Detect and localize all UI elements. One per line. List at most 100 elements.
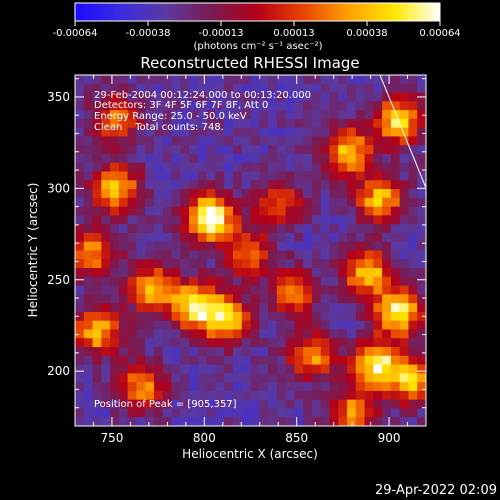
heatmap-cell (417, 303, 426, 313)
heatmap-cell (110, 241, 120, 252)
heatmap-cell (171, 390, 181, 401)
heatmap-cell (83, 241, 94, 252)
heatmap-cell (153, 110, 164, 120)
heatmap-cell (215, 276, 225, 287)
heatmap-cell (355, 329, 366, 339)
heatmap-cell (417, 232, 426, 243)
heatmap-cell (259, 311, 269, 322)
heatmap-cell (329, 232, 339, 243)
heatmap-cell (118, 390, 129, 401)
heatmap-cell (355, 189, 366, 199)
heatmap-cell (83, 303, 94, 313)
heatmap-cell (118, 189, 129, 199)
heatmap-cell (303, 110, 313, 120)
heatmap-cell (110, 364, 120, 374)
heatmap-cell (171, 303, 181, 313)
heatmap-cell (92, 408, 102, 418)
heatmap-cell (224, 250, 234, 260)
heatmap-cell (83, 101, 94, 111)
heatmap-cell (92, 417, 102, 426)
heatmap-cell (241, 110, 252, 120)
heatmap-cell (75, 145, 85, 155)
heatmap-cell (294, 390, 304, 401)
heatmap-cell (408, 110, 418, 120)
heatmap-cell (417, 127, 426, 138)
heatmap-cell (294, 206, 304, 217)
heatmap-cell (311, 145, 322, 155)
heatmap-cell (294, 189, 304, 199)
heatmap-cell (355, 145, 366, 155)
heatmap-cell (127, 118, 138, 129)
heatmap-cell (382, 338, 392, 348)
heatmap-cell (364, 364, 374, 374)
heatmap-cell (180, 408, 190, 418)
heatmap-cell (364, 83, 374, 94)
heatmap-cell (338, 382, 348, 392)
heatmap-cell (311, 303, 322, 313)
heatmap-cell (145, 276, 155, 287)
heatmap-cell (92, 338, 102, 348)
heatmap-cell (189, 268, 199, 278)
heatmap-cell (180, 276, 190, 287)
heatmap-cell (259, 92, 269, 102)
heatmap-cell (189, 110, 199, 120)
heatmap-cell (268, 250, 278, 260)
heatmap-cell (373, 241, 383, 252)
heatmap-cell (285, 364, 295, 374)
heatmap-cell (408, 329, 418, 339)
heatmap-cell (303, 320, 313, 331)
heatmap-cell (110, 399, 120, 410)
heatmap-cell (162, 232, 173, 243)
heatmap-cell (285, 197, 295, 208)
heatmap-cell (136, 83, 146, 94)
heatmap-cell (408, 338, 418, 348)
heatmap-cell (373, 347, 383, 357)
heatmap-cell (294, 373, 304, 383)
heatmap-cell (303, 145, 313, 155)
heatmap-cell (241, 206, 252, 217)
heatmap-cell (294, 417, 304, 426)
heatmap-cell (162, 268, 173, 278)
heatmap-cell (373, 285, 383, 295)
heatmap-cell (153, 145, 164, 155)
heatmap-cell (399, 171, 410, 181)
heatmap-cell (320, 268, 331, 278)
heatmap-cell (180, 171, 190, 181)
heatmap-cell (171, 180, 181, 190)
heatmap-cell (118, 338, 129, 348)
heatmap-cell (206, 276, 217, 287)
heatmap-cell (311, 285, 322, 295)
heatmap-cell (329, 355, 339, 366)
heatmap-cell (355, 153, 366, 164)
heatmap-cell (250, 127, 260, 138)
heatmap-cell (276, 373, 287, 383)
heatmap-cell (320, 75, 331, 85)
heatmap-cell (75, 303, 85, 313)
heatmap-cell (83, 355, 94, 366)
heatmap-cell (268, 355, 278, 366)
heatmap-cell (101, 83, 111, 94)
heatmap-cell (285, 224, 295, 234)
heatmap-cell (294, 408, 304, 418)
heatmap-cell (408, 364, 418, 374)
heatmap-cell (303, 250, 313, 260)
heatmap-cell (127, 382, 138, 392)
heatmap-cell (83, 294, 94, 304)
heatmap-cell (206, 399, 217, 410)
heatmap-cell (355, 347, 366, 357)
heatmap-cell (364, 408, 374, 418)
heatmap-cell (276, 241, 287, 252)
heatmap-cell (329, 390, 339, 401)
heatmap-cell (303, 276, 313, 287)
heatmap-cell (153, 285, 164, 295)
heatmap-cell (338, 285, 348, 295)
heatmap-cell (303, 329, 313, 339)
heatmap-cell (382, 320, 392, 331)
heatmap-cell (110, 206, 120, 217)
heatmap-cell (180, 153, 190, 164)
heatmap-cell (118, 276, 129, 287)
heatmap-cell (215, 153, 225, 164)
heatmap-cell (294, 329, 304, 339)
heatmap-cell (399, 329, 410, 339)
heatmap-cell (136, 355, 146, 366)
